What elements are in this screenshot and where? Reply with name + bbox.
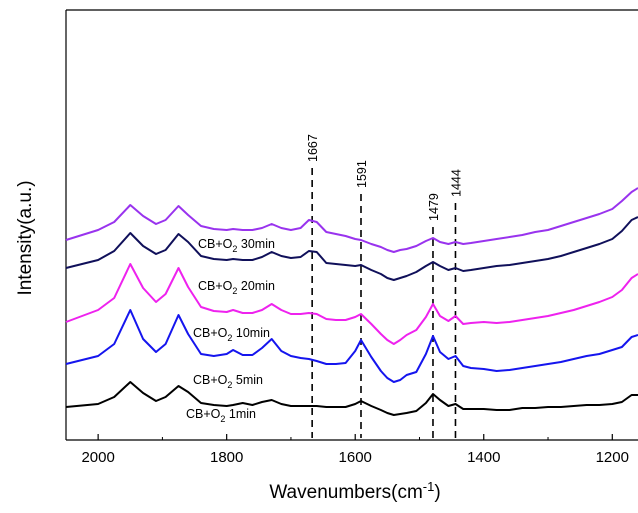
spectrum-line bbox=[65, 263, 638, 345]
x-tick-label: 1400 bbox=[467, 449, 500, 466]
x-tick-label: 1200 bbox=[596, 449, 629, 466]
y-axis-title: Intensity(a.u.) bbox=[15, 180, 36, 295]
spectrum-line bbox=[65, 216, 638, 281]
series-label: CB+O2 10min bbox=[193, 326, 270, 343]
spectrum-line bbox=[65, 381, 638, 416]
series-lines bbox=[65, 187, 638, 416]
reference-line-label: 1444 bbox=[449, 169, 463, 197]
x-axis-title: Wavenumbers(cm-1) bbox=[269, 479, 440, 503]
series-label: CB+O2 30min bbox=[198, 237, 275, 254]
x-tick-label: 1800 bbox=[210, 449, 243, 466]
series-label: CB+O2 5min bbox=[193, 373, 263, 390]
spectrum-line bbox=[65, 187, 638, 253]
series-label: CB+O2 1min bbox=[186, 407, 256, 424]
reference-lines: 1667 1591 1479 1444 bbox=[306, 134, 463, 438]
x-axis-ticks: 2000 1800 1600 1400 1200 bbox=[81, 434, 629, 466]
series-labels: CB+O2 1min CB+O2 5min CB+O2 10min CB+O2 20m… bbox=[186, 237, 275, 424]
spectrum-line bbox=[65, 309, 638, 383]
plot-frame bbox=[65, 9, 638, 441]
series-label: CB+O2 20min bbox=[198, 279, 275, 296]
reference-line-label: 1591 bbox=[355, 160, 369, 188]
x-tick-label: 2000 bbox=[81, 449, 114, 466]
reference-line-label: 1479 bbox=[427, 193, 441, 221]
reference-line-label: 1667 bbox=[306, 134, 320, 162]
x-tick-label: 1600 bbox=[339, 449, 372, 466]
